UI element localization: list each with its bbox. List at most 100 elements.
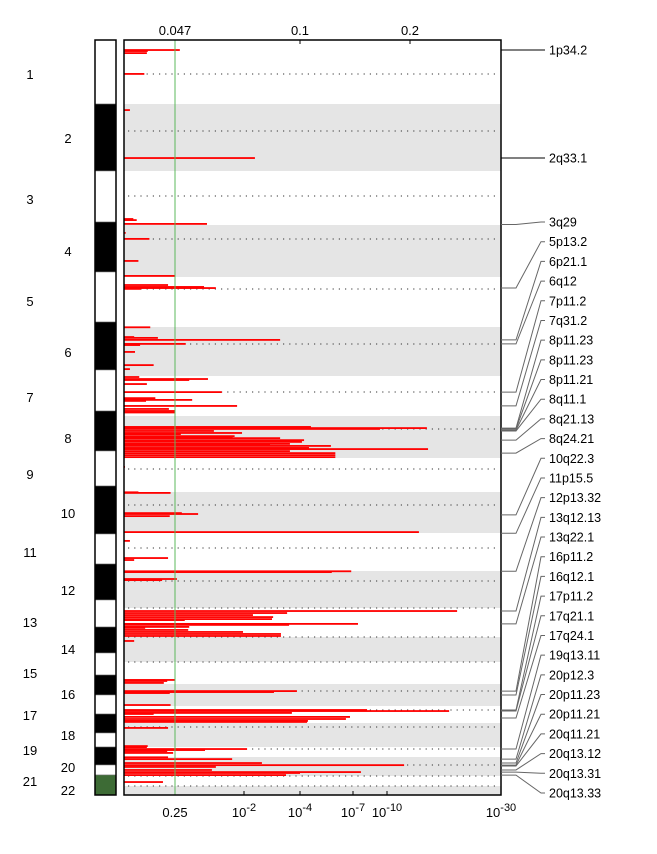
amplification-bar [124,287,141,290]
peak-leader-line [501,615,545,712]
chromosome-band-6 [124,327,501,376]
ideogram-chromosome-8 [94,410,117,452]
bottom-axis-tick-label: 10-7 [341,802,365,820]
peak-leader-line [501,654,545,750]
top-axis-tick-label: 0.047 [159,23,192,38]
ideogram-chromosome-5 [94,271,117,323]
peak-leader-line [501,398,545,432]
amplification-bar [124,713,154,715]
peak-leader-line [501,221,545,225]
peak-leader-line [501,260,545,341]
peak-label: 10q22.3 [549,452,594,466]
amplification-bar [124,456,336,459]
amplification-bar [124,612,288,614]
ideogram-chromosome-7 [94,369,117,412]
amplification-bar [124,411,175,414]
peak-label: 20q13.12 [549,747,601,761]
chromosome-label: 3 [26,192,33,207]
amplification-bar [124,157,255,159]
peak-label: 8p11.23 [549,334,593,348]
amplification-bar [124,557,169,559]
amplification-bar [124,379,190,381]
amplification-bar [124,712,292,714]
peak-leader-line [501,280,545,345]
peak-label: 13q12.13 [549,511,601,525]
amplification-bar [124,50,148,52]
peak-leader-line [501,774,545,794]
chromosome-label: 22 [61,783,75,798]
bottom-axis-tick-label: 10-4 [288,802,312,820]
chromosome-band-2 [124,104,501,171]
chromosome-band-14 [124,637,501,662]
peak-label: 20p12.3 [549,668,594,682]
amplification-bar [124,326,151,329]
top-axis-tick-label: 0.2 [401,23,419,38]
peak-leader-line [501,418,545,441]
bottom-axis-tick-label: 10-30 [486,802,516,820]
amplification-bar [124,690,297,692]
peak-label: 20q11.21 [549,727,600,741]
ideogram-chromosome-9 [94,450,117,487]
ideogram-chromosome-14 [94,626,117,654]
amplification-bar [124,492,171,494]
peak-label: 20q13.31 [549,767,601,781]
peak-label: 17p11.2 [549,590,593,604]
amplification-bar [124,430,214,432]
peak-label: 2q33.1 [549,152,587,166]
peak-leader-line [501,713,545,766]
amplification-bar [124,781,163,783]
amplification-bar [124,772,300,774]
chromosome-band-16 [124,684,501,706]
peak-leader-line [501,497,545,572]
peak-label: 17q21.1 [549,609,594,623]
peak-leader-line [501,575,545,696]
amplification-bar [124,368,130,371]
peak-leader-line [501,674,545,760]
ideogram-chromosome-12 [94,563,117,601]
amplification-bar [124,579,163,582]
ideogram-chromosome-11 [94,533,117,565]
peak-leader-line [501,477,545,534]
peak-label: 11p15.5 [549,471,593,485]
chromosome-label: 9 [26,467,33,482]
amplification-bar [124,633,281,635]
amplification-bar [124,629,189,631]
amplification-bar [124,631,244,633]
peak-leader-line [501,771,545,774]
amplification-bar [124,771,361,773]
peak-label: 12p13.32 [549,491,601,505]
amplification-bar [124,284,169,286]
amplification-bar [124,408,169,410]
chromosome-label: 10 [61,506,75,521]
amplification-bar [124,52,147,55]
amplification-bar [124,704,171,706]
amplification-bar [124,432,243,434]
bottom-axis-tick-label: 10-10 [372,802,402,820]
amplification-bar [124,746,147,749]
amplification-bar [124,351,136,353]
amplification-bar [124,610,458,612]
amplification-bar [124,692,170,694]
amplification-bar [124,710,450,712]
chromosome-band-22 [124,786,501,795]
chromosome-label: 16 [61,687,75,702]
amplification-bar [124,443,290,445]
amplification-bar [124,512,182,515]
amplification-bar [124,764,405,767]
peak-label: 20p11.23 [549,688,600,702]
top-axis-tick-label: 0.1 [291,23,309,38]
bottom-axis-tick-label: 10-2 [232,802,256,820]
amplification-bar [124,622,358,625]
ideogram-chromosome-21 [94,764,117,776]
amplification-bar [124,378,208,380]
peak-leader-line [501,339,545,429]
amplification-bar [124,231,126,234]
amplification-bar [124,571,332,574]
chromosome-label: 11 [23,545,37,560]
amplification-bar [124,752,174,754]
chromosome-label: 18 [61,728,75,743]
amplification-bar [124,745,148,747]
amplification-bar [124,720,308,722]
amplification-bar [124,447,310,449]
amplification-bar [124,49,180,51]
